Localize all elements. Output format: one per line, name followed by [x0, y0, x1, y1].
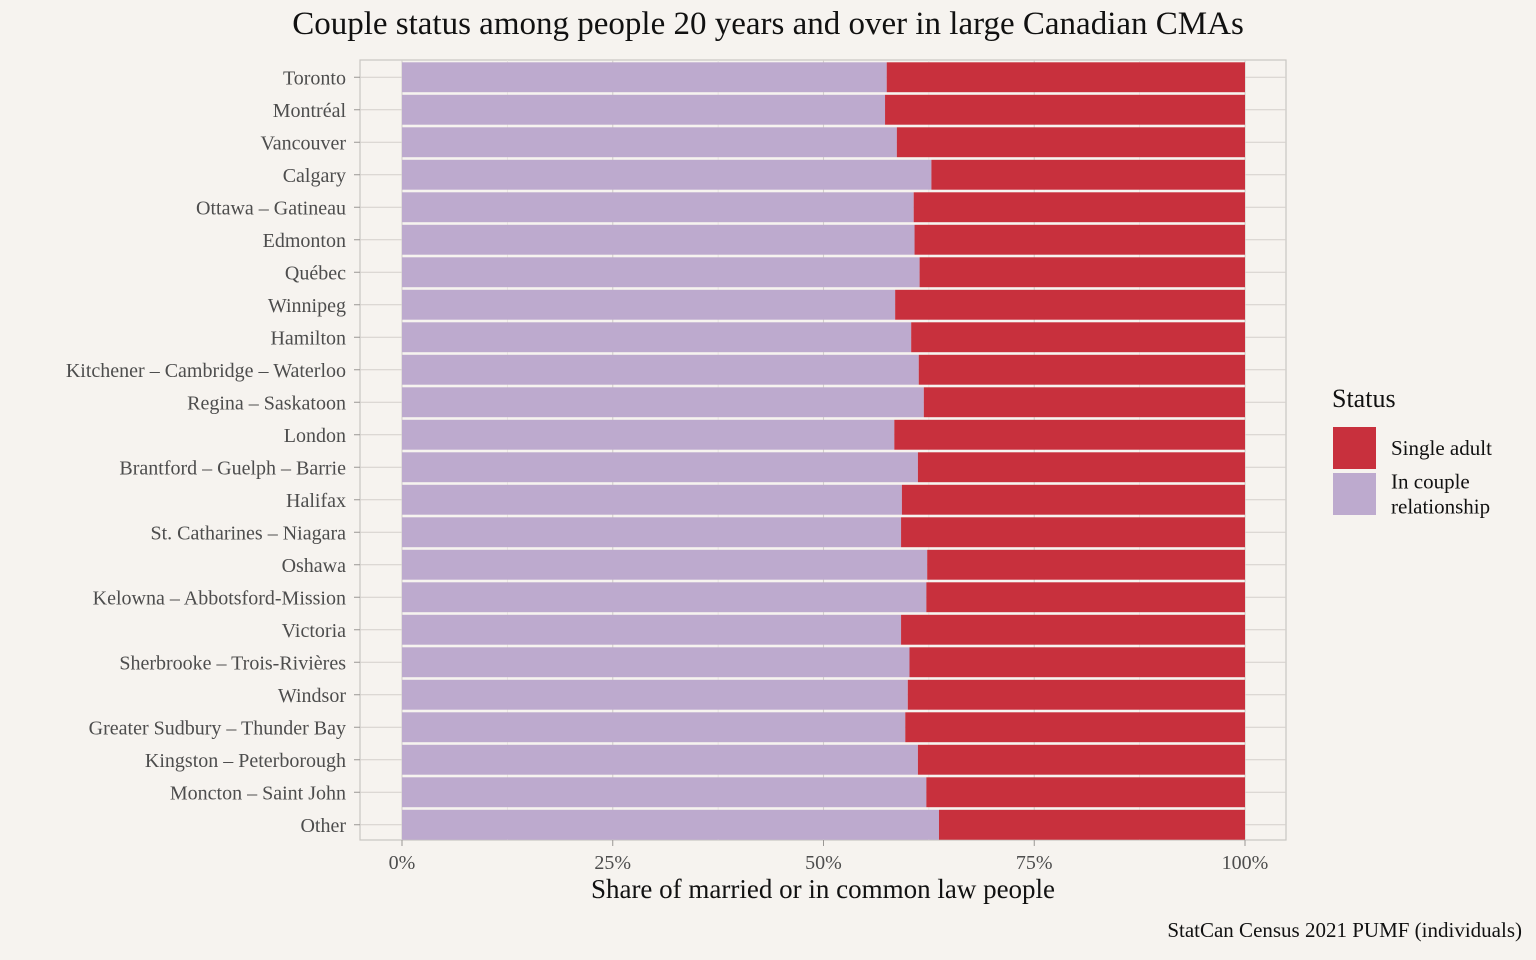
bar-single-adult	[923, 387, 1245, 418]
bar-in-couple	[402, 679, 908, 710]
y-tick-label: London	[284, 425, 346, 447]
legend-label: Single adult	[1391, 436, 1492, 460]
bar-in-couple	[402, 582, 927, 613]
legend-label: relationship	[1391, 495, 1490, 519]
y-tick-label: Kitchener – Cambridge – Waterloo	[66, 360, 346, 382]
x-tick-label: 100%	[1222, 852, 1269, 874]
bar-in-couple	[402, 452, 918, 483]
bar-single-adult	[901, 484, 1245, 515]
bar-in-couple	[402, 549, 928, 580]
y-tick-label: Québec	[285, 262, 346, 284]
bar-single-adult	[917, 744, 1245, 775]
bar-in-couple	[402, 224, 915, 255]
chart-title: Couple status among people 20 years and …	[292, 6, 1244, 42]
y-tick-label: Sherbrooke – Trois-Rivières	[119, 652, 346, 674]
y-tick-label: Moncton – Saint John	[170, 782, 346, 804]
bar-single-adult	[901, 614, 1245, 645]
bar-in-couple	[402, 712, 906, 743]
bar-in-couple	[402, 777, 927, 808]
legend-label: In couple	[1391, 470, 1470, 494]
bar-in-couple	[402, 62, 887, 93]
x-tick-label: 25%	[594, 852, 631, 874]
bar-single-adult	[895, 289, 1245, 320]
bar-in-couple	[402, 322, 912, 353]
bar-single-adult	[926, 777, 1245, 808]
bar-in-couple	[402, 289, 896, 320]
y-tick-label: Hamilton	[270, 327, 346, 349]
y-tick-label: Kelowna – Abbotsford-Mission	[93, 587, 346, 609]
bar-single-adult	[927, 549, 1245, 580]
y-tick-label: Oshawa	[282, 555, 347, 577]
y-tick-label: Greater Sudbury – Thunder Bay	[89, 717, 346, 739]
y-tick-label: Calgary	[283, 165, 346, 187]
bar-in-couple	[402, 517, 902, 548]
bar-in-couple	[402, 419, 895, 450]
y-tick-label: St. Catharines – Niagara	[151, 522, 347, 544]
y-tick-label: Regina – Saskatoon	[187, 392, 346, 414]
y-tick-label: Kingston – Peterborough	[145, 750, 346, 772]
y-tick-label: Vancouver	[260, 132, 346, 154]
bar-single-adult	[913, 192, 1245, 223]
bar-single-adult	[919, 257, 1245, 288]
y-tick-label: Edmonton	[263, 230, 346, 252]
legend-title: Status	[1332, 384, 1396, 413]
y-tick-label: Winnipeg	[268, 295, 346, 317]
bar-single-adult	[901, 517, 1245, 548]
y-tick-label: Halifax	[286, 490, 346, 512]
bar-in-couple	[402, 484, 902, 515]
x-tick-label: 50%	[805, 852, 842, 874]
bar-in-couple	[402, 159, 932, 190]
y-tick-label: Brantford – Guelph – Barrie	[119, 457, 346, 479]
y-tick-label: Victoria	[282, 620, 346, 642]
y-tick-label: Windsor	[278, 685, 346, 707]
bar-single-adult	[886, 62, 1245, 93]
bar-single-adult	[907, 679, 1245, 710]
bar-in-couple	[402, 809, 939, 840]
bar-in-couple	[402, 192, 914, 223]
bar-in-couple	[402, 387, 924, 418]
bar-single-adult	[905, 712, 1245, 743]
bar-single-adult	[938, 809, 1245, 840]
bar-single-adult	[885, 94, 1245, 125]
bar-in-couple	[402, 94, 886, 125]
caption: StatCan Census 2021 PUMF (individuals)	[1167, 918, 1522, 942]
bar-single-adult	[931, 159, 1245, 190]
bar-in-couple	[402, 257, 920, 288]
bar-single-adult	[909, 647, 1245, 678]
bar-single-adult	[917, 452, 1245, 483]
bar-single-adult	[894, 419, 1245, 450]
bar-single-adult	[926, 582, 1245, 613]
bar-single-adult	[911, 322, 1245, 353]
legend-key	[1333, 473, 1376, 515]
y-tick-label: Ottawa – Gatineau	[196, 197, 346, 219]
bar-in-couple	[402, 614, 902, 645]
bar-in-couple	[402, 647, 910, 678]
bar-single-adult	[896, 127, 1245, 158]
bar-in-couple	[402, 744, 918, 775]
y-tick-label: Other	[300, 815, 346, 837]
bar-in-couple	[402, 127, 897, 158]
y-tick-label: Montréal	[273, 100, 347, 122]
x-tick-label: 75%	[1016, 852, 1053, 874]
bar-single-adult	[914, 224, 1245, 255]
x-tick-label: 0%	[389, 852, 416, 874]
y-tick-label: Toronto	[283, 67, 346, 89]
legend-key	[1333, 427, 1376, 469]
bar-in-couple	[402, 354, 919, 385]
x-axis-title: Share of married or in common law people	[590, 874, 1056, 904]
bar-single-adult	[918, 354, 1245, 385]
